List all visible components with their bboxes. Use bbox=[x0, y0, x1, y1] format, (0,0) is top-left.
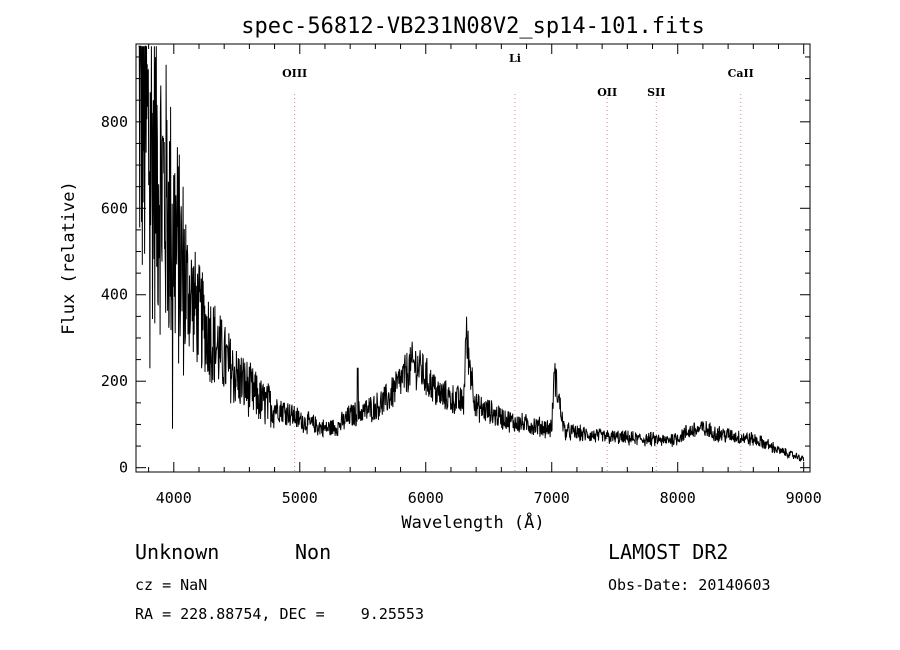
y-axis-title: Flux (relative) bbox=[59, 181, 79, 335]
line-marker-label: OIII bbox=[282, 67, 307, 80]
x-tick-label: 5000 bbox=[282, 489, 318, 507]
y-tick-label: 0 bbox=[119, 459, 128, 477]
x-tick-label: 7000 bbox=[534, 489, 570, 507]
plot-frame bbox=[135, 43, 811, 473]
survey-label: LAMOST DR2 bbox=[608, 540, 729, 564]
coordinates: RA = 228.88754, DEC = 9.25553 bbox=[135, 605, 424, 623]
chart-title: spec-56812-VB231N08V2_sp14-101.fits bbox=[241, 14, 705, 39]
line-marker-label: CaII bbox=[728, 67, 754, 80]
x-tick-label: 9000 bbox=[786, 489, 822, 507]
spectrum-line bbox=[138, 45, 805, 462]
emission-line-markers: OIII Li OII SII CaII bbox=[282, 52, 754, 472]
cz-value: cz = NaN bbox=[135, 576, 208, 594]
y-tick-label: 600 bbox=[101, 199, 128, 217]
obs-date: Obs-Date: 20140603 bbox=[608, 576, 771, 594]
line-marker-label: SII bbox=[647, 86, 665, 99]
x-tick-label: 4000 bbox=[156, 489, 192, 507]
object-class: Unknown bbox=[135, 540, 220, 564]
x-axis-title: Wavelength (Å) bbox=[401, 511, 544, 533]
x-tick-label: 6000 bbox=[408, 489, 444, 507]
line-marker-label: OII bbox=[597, 86, 617, 99]
y-tick-label: 800 bbox=[101, 113, 128, 131]
axis-ticks: 4000 5000 6000 7000 8000 9000 0 200 400 600 800 bbox=[101, 44, 822, 507]
y-tick-label: 400 bbox=[101, 286, 128, 304]
y-tick-label: 200 bbox=[101, 372, 128, 390]
object-subclass: Non bbox=[295, 540, 332, 564]
x-tick-label: 8000 bbox=[660, 489, 696, 507]
line-marker-label: Li bbox=[509, 52, 521, 65]
